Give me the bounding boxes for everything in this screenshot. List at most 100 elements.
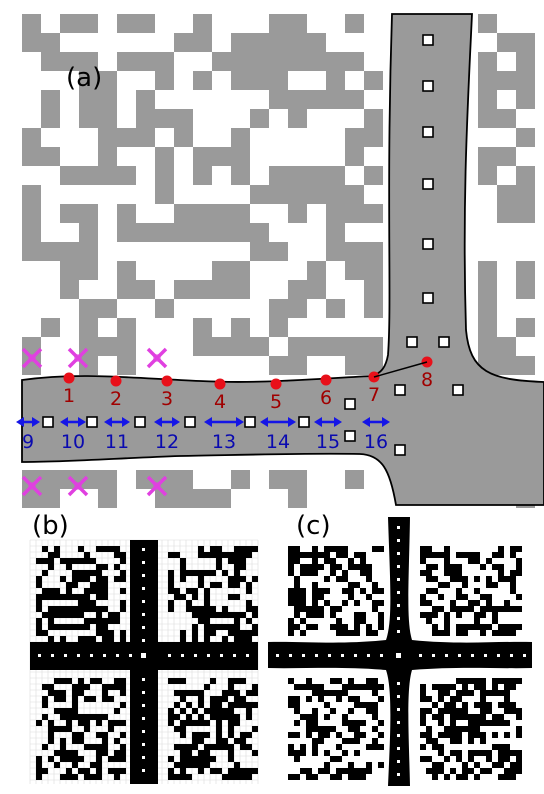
black-pixel: [234, 678, 240, 684]
black-pixel: [84, 570, 90, 576]
black-pixel: [216, 702, 222, 708]
gray-pixel: [98, 128, 117, 147]
blue-arrow-label-16: 16: [364, 431, 388, 453]
gray-pixel: [516, 356, 535, 375]
gray-pixel: [478, 166, 497, 185]
gray-pixel: [117, 356, 136, 375]
black-pixel: [450, 714, 456, 720]
black-pixel: [102, 594, 108, 600]
black-pixel: [198, 618, 204, 624]
black-pixel: [102, 546, 108, 552]
black-pixel: [342, 684, 348, 690]
black-pixel: [444, 732, 450, 738]
gray-pixel: [288, 33, 307, 52]
black-pixel: [456, 576, 462, 582]
black-pixel: [186, 570, 192, 576]
black-pixel: [120, 702, 126, 708]
black-pixel: [252, 624, 258, 630]
gray-pixel: [174, 470, 193, 489]
gray-pixel: [497, 33, 516, 52]
gray-pixel: [231, 204, 250, 223]
gray-pixel: [117, 52, 136, 71]
channel-dot: [129, 654, 132, 657]
black-pixel: [114, 564, 120, 570]
gray-pixel: [364, 280, 383, 299]
black-pixel: [120, 576, 126, 582]
gray-pixel: [516, 128, 535, 147]
black-pixel: [180, 774, 186, 780]
black-pixel: [474, 774, 480, 780]
gray-pixel: [136, 470, 155, 489]
black-pixel: [498, 714, 504, 720]
black-pixel: [222, 552, 228, 558]
black-pixel: [288, 570, 294, 576]
black-pixel: [450, 576, 456, 582]
channel-dot: [510, 654, 513, 657]
channel-dot: [64, 654, 67, 657]
black-pixel: [312, 570, 318, 576]
black-pixel: [426, 732, 432, 738]
black-pixel: [492, 714, 498, 720]
black-pixel: [492, 564, 498, 570]
black-pixel: [420, 696, 426, 702]
black-pixel: [342, 588, 348, 594]
gray-pixel: [250, 109, 269, 128]
black-pixel: [114, 738, 120, 744]
black-pixel: [84, 744, 90, 750]
black-pixel: [312, 738, 318, 744]
black-pixel: [342, 750, 348, 756]
black-pixel: [180, 756, 186, 762]
black-pixel: [240, 564, 246, 570]
black-pixel: [456, 732, 462, 738]
gray-pixel: [79, 71, 98, 90]
black-pixel: [312, 750, 318, 756]
black-pixel: [372, 738, 378, 744]
square-marker: [406, 336, 418, 348]
black-pixel: [318, 552, 324, 558]
magenta-cross-center: [28, 354, 36, 362]
black-pixel: [198, 756, 204, 762]
gray-pixel: [231, 166, 250, 185]
gray-pixel: [193, 14, 212, 33]
black-pixel: [378, 624, 384, 630]
black-pixel: [342, 552, 348, 558]
black-pixel: [432, 606, 438, 612]
black-pixel: [318, 606, 324, 612]
gray-pixel: [231, 261, 250, 280]
black-pixel: [114, 546, 120, 552]
black-pixel: [204, 630, 210, 636]
panel-a-red-points: 1 2 3 4 5 6 7 8: [63, 356, 433, 413]
magenta-cross: [21, 347, 43, 369]
black-pixel: [84, 720, 90, 726]
black-pixel: [246, 708, 252, 714]
gray-pixel: [345, 90, 364, 109]
black-pixel: [204, 612, 210, 618]
black-pixel: [240, 552, 246, 558]
black-pixel: [102, 714, 108, 720]
channel-dot: [142, 769, 145, 772]
gray-pixel: [136, 52, 155, 71]
black-pixel: [486, 606, 492, 612]
gray-pixel: [41, 318, 60, 337]
black-pixel: [420, 552, 426, 558]
black-pixel: [468, 756, 474, 762]
black-pixel: [234, 624, 240, 630]
black-pixel: [504, 696, 510, 702]
black-pixel: [96, 570, 102, 576]
gray-pixel: [136, 223, 155, 242]
black-pixel: [54, 708, 60, 714]
black-pixel: [444, 552, 450, 558]
square-marker: [86, 416, 98, 428]
magenta-cross: [146, 347, 168, 369]
black-pixel: [450, 732, 456, 738]
channel-dot: [432, 654, 435, 657]
blue-arrow-label-9: 9: [22, 431, 34, 453]
black-pixel: [240, 744, 246, 750]
black-pixel: [294, 558, 300, 564]
black-pixel: [450, 768, 456, 774]
black-pixel: [468, 750, 474, 756]
black-pixel: [222, 624, 228, 630]
black-pixel: [306, 564, 312, 570]
black-pixel: [336, 564, 342, 570]
black-pixel: [498, 552, 504, 558]
